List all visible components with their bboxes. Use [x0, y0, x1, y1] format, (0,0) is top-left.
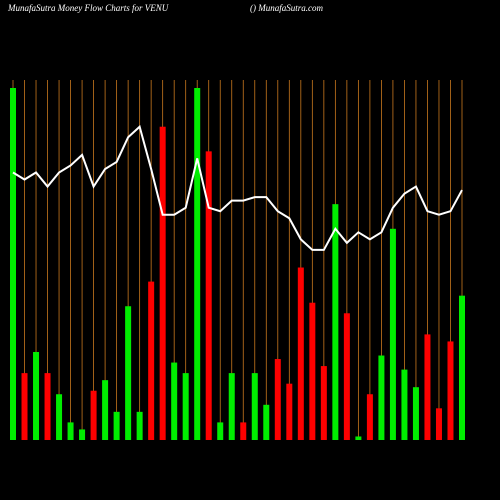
bar [332, 204, 339, 440]
bar [125, 306, 132, 440]
bar [44, 373, 51, 440]
bar [217, 422, 224, 440]
bar [378, 355, 385, 440]
chart-title: MunafaSutra Money Flow Charts for VENU [7, 3, 169, 13]
bar [343, 313, 350, 440]
bar [10, 88, 16, 440]
bar [251, 373, 258, 440]
money-flow-line [12, 124, 463, 251]
bar [389, 228, 396, 440]
bar [274, 359, 281, 440]
bar [447, 341, 454, 440]
bar [90, 390, 97, 440]
bar [33, 352, 40, 440]
bar [102, 380, 109, 440]
bar [171, 362, 178, 440]
chart-subtitle: () MunafaSutra.com [250, 3, 323, 13]
bar [159, 126, 166, 440]
bar [113, 411, 120, 440]
bar [263, 404, 270, 440]
bar [136, 411, 143, 440]
bar [355, 436, 362, 440]
bar [459, 295, 465, 440]
bar [21, 373, 28, 440]
bar [56, 394, 63, 440]
bar [228, 373, 235, 440]
bar [240, 422, 247, 440]
bar [67, 422, 74, 440]
bar [79, 429, 86, 440]
bar [424, 334, 431, 440]
bar [286, 383, 293, 440]
bar [297, 267, 304, 440]
bar [194, 88, 201, 440]
bar [205, 151, 212, 441]
bar [182, 373, 189, 440]
bar [412, 387, 419, 440]
bar [148, 281, 155, 440]
bar [366, 394, 373, 440]
bar [320, 366, 327, 440]
bar [401, 369, 408, 440]
bar [435, 408, 442, 440]
bar [309, 302, 316, 440]
